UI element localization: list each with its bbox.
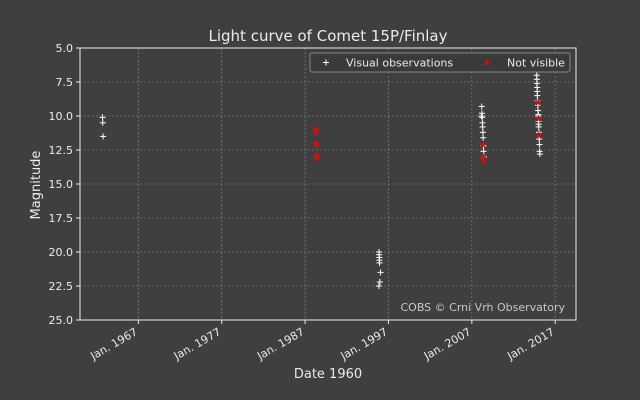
x-tick-label: Jan. 1987 [254,325,306,363]
legend: Visual observations Not visible [309,52,571,73]
y-tick-label: 22.5 [49,280,74,293]
not-visible-point [311,128,320,136]
not-visible-point [535,131,543,139]
visual-observation-point [375,283,382,289]
visual-observation-point [479,123,486,130]
visual-observation-point [99,114,106,121]
visual-observation-point [535,121,542,128]
not-visible-point [478,140,487,148]
y-axis-label: Magnitude [29,151,44,220]
y-tick-label: 17.5 [49,212,74,225]
legend-marker-not-visible [483,58,491,66]
visual-observation-point [478,103,485,110]
visual-observation-point [536,136,543,143]
visual-observation-point [536,141,543,148]
visual-observation-point [536,151,543,158]
not-visible-point [312,140,321,148]
y-tick-label: 25.0 [49,314,74,327]
visual-observation-point [479,114,486,121]
visual-observation-point [100,133,107,140]
not-visible-point [479,156,488,165]
grid-lines [80,47,576,321]
visual-observation-point [479,129,486,136]
legend-label-not-visible: Not visible [507,57,565,70]
plus-marker-icon [323,59,329,66]
not-visible-point [534,114,543,122]
x-tick-label: Jan. 1997 [338,325,390,363]
visual-observation-point [534,92,541,99]
visual-observation-point [480,134,487,141]
y-axis-ticks: 5.0 7.5 10.0 12.5 15.0 17.5 20.0 22.5 25.0 [49,42,80,327]
chart-title: Light curve of Comet 15P/Finlay [209,27,448,45]
visual-observation-point [99,119,106,126]
y-tick-label: 5.0 [56,42,74,55]
star-marker-icon [483,58,491,66]
y-tick-label: 20.0 [49,246,74,259]
x-axis-ticks: Jan. 1967 Jan. 1977 Jan. 1987 Jan. 1997 Jan.… [88,320,557,363]
visual-observation-point [377,269,384,276]
legend-label-visual: Visual observations [346,57,453,70]
visual-observation-point [376,259,383,266]
not-visible-point [479,152,488,161]
not-visible-point [534,98,542,106]
visual-observation-point [480,148,487,155]
x-tick-label: Jan. 2007 [421,325,473,363]
x-axis-label: Date 1960 [294,367,362,382]
watermark: COBS © Crni Vrh Observatory [400,301,565,314]
visual-observation-point [376,278,383,285]
x-tick-label: Jan. 1977 [171,325,223,363]
legend-marker-visual [323,59,329,66]
legend-box [309,52,571,73]
data-points [99,72,543,289]
y-tick-label: 15.0 [49,178,74,191]
visual-observation-point [478,113,485,119]
x-tick-label: Jan. 1967 [88,325,140,363]
y-tick-label: 7.5 [56,76,74,89]
y-tick-label: 12.5 [49,144,74,157]
x-tick-label: Jan. 2017 [504,325,556,363]
not-visible-point [313,154,321,162]
y-tick-label: 10.0 [49,110,74,123]
